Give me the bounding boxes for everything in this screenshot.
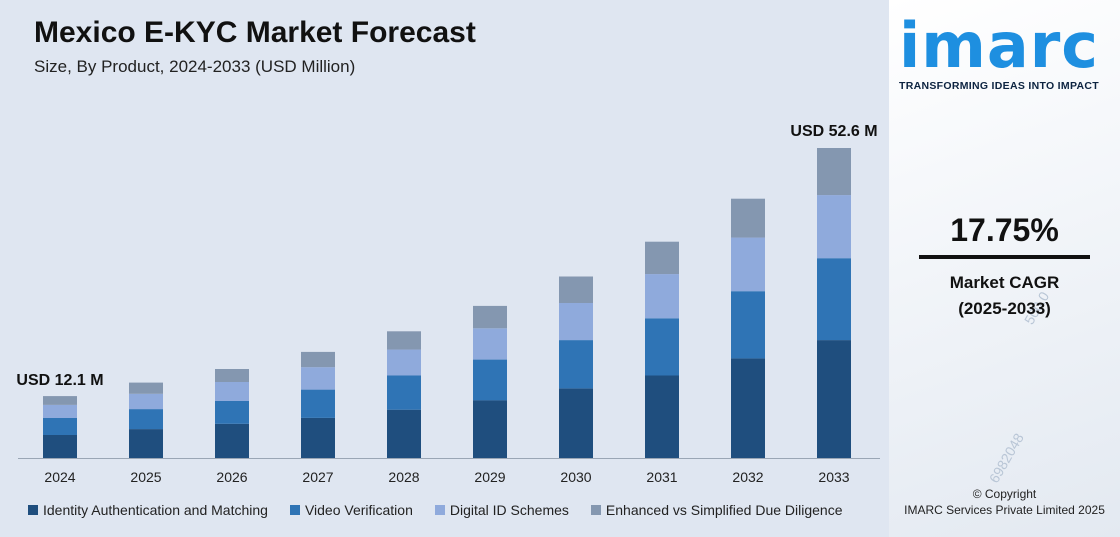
legend-label: Identity Authentication and Matching [43,502,268,518]
legend-item-3: Digital ID Schemes [434,502,569,518]
bar-segment-2032-1 [731,358,765,458]
cagr-label-text: Market CAGR [949,273,1060,292]
stacked-bar-chart: 2024 2025 2026 2027 2028 2029 2030 2031 2032 2033… [16,123,880,485]
cagr-divider [919,255,1090,259]
bar-segment-2028-3 [387,349,421,376]
x-tick-label-2030: 2030 [560,469,591,485]
bar-segment-2028-1 [387,409,421,458]
bar-segment-2031-3 [645,274,679,319]
bar-segment-2029-2 [473,359,507,401]
bar-segment-2025-3 [129,393,163,410]
copyright-symbol: © Copyright [972,487,1037,501]
end-value-label: USD 52.6 M [790,123,877,140]
cagr-label: Market CAGR (2025-2033) [889,270,1120,322]
legend-item-1: Identity Authentication and Matching [28,502,268,518]
bar-segment-2031-1 [645,375,679,458]
chart-title: Mexico E-KYC Market Forecast [34,16,476,49]
bar-segment-2030-3 [559,303,593,341]
bar-segment-2031-2 [645,318,679,376]
bar-segment-2025-4 [129,382,163,394]
x-tick-label-2031: 2031 [646,469,677,485]
x-tick-label-2028: 2028 [388,469,419,485]
x-tick-label-2032: 2032 [732,469,763,485]
bar-segment-2027-3 [301,367,335,390]
chart-panel: Mexico E-KYC Market Forecast Size, By Pr… [0,0,889,537]
bar-segment-2033-1 [817,340,851,458]
chart-subtitle: Size, By Product, 2024-2033 (USD Million… [34,57,356,76]
legend-label: Video Verification [304,502,413,518]
bar-segment-2030-2 [559,340,593,389]
cagr-period: (2025-2033) [958,299,1051,318]
bar-segment-2030-1 [559,388,593,458]
bar-segment-2027-2 [301,389,335,418]
bar-segment-2024-4 [43,396,77,405]
bar-segment-2026-3 [215,382,249,401]
x-tick-label-2033: 2033 [818,469,849,485]
bar-segment-2025-1 [129,429,163,458]
bar-segment-2024-1 [43,435,77,458]
x-tick-label-2029: 2029 [474,469,505,485]
x-tick-label-2024: 2024 [44,469,75,485]
cagr-value: 17.75% [950,212,1059,248]
bar-segment-2027-4 [301,351,335,368]
bar-segment-2032-4 [731,198,765,238]
bar-segment-2033-4 [817,148,851,196]
bar-segment-2029-3 [473,328,507,360]
bar-segment-2024-2 [43,417,77,435]
logo-wordmark: imarc [899,9,1100,82]
start-value-label: USD 12.1 M [16,372,103,389]
bar-segment-2033-2 [817,258,851,341]
legend-swatch [28,505,38,515]
bar-segment-2026-2 [215,400,249,424]
chart-legend: Identity Authentication and Matching Vide… [28,502,843,518]
legend-item-4: Enhanced vs Simplified Due Diligence [590,502,843,518]
bar-segment-2028-2 [387,375,421,410]
logo-tagline: TRANSFORMING IDEAS INTO IMPACT [899,80,1099,92]
bar-segment-2025-2 [129,409,163,430]
legend-swatch [289,505,300,515]
x-tick-label-2027: 2027 [302,469,333,485]
imarc-logo: imarc TRANSFORMING IDEAS INTO IMPACT [899,9,1114,93]
legend-swatch [434,505,445,515]
bar-segment-2029-1 [473,400,507,458]
legend-label: Digital ID Schemes [449,502,569,518]
x-tick-label-2025: 2025 [130,469,161,485]
background-decoration: 6982048 [985,430,1027,486]
copyright: © Copyright IMARC Services Private Limit… [889,486,1120,518]
side-panel: 500.0 6982048 imarc TRANSFORMING IDEAS I… [889,0,1120,537]
legend-label: Enhanced vs Simplified Due Diligence [605,502,843,518]
bar-segment-2029-4 [473,305,507,329]
legend-swatch [590,505,601,515]
bar-segment-2032-3 [731,237,765,292]
bar-segment-2026-1 [215,423,249,458]
bar-segment-2030-4 [559,276,593,303]
bar-segment-2024-3 [43,405,77,418]
bar-segment-2028-4 [387,331,421,350]
x-tick-label-2026: 2026 [216,469,247,485]
bar-segment-2032-2 [731,291,765,359]
legend-item-2: Video Verification [289,502,413,518]
bar-segment-2026-4 [215,369,249,382]
bar-segment-2027-1 [301,417,335,458]
bar-segment-2033-3 [817,195,851,259]
bar-segment-2031-4 [645,241,679,275]
copyright-company: IMARC Services Private Limited 2025 [904,503,1105,517]
